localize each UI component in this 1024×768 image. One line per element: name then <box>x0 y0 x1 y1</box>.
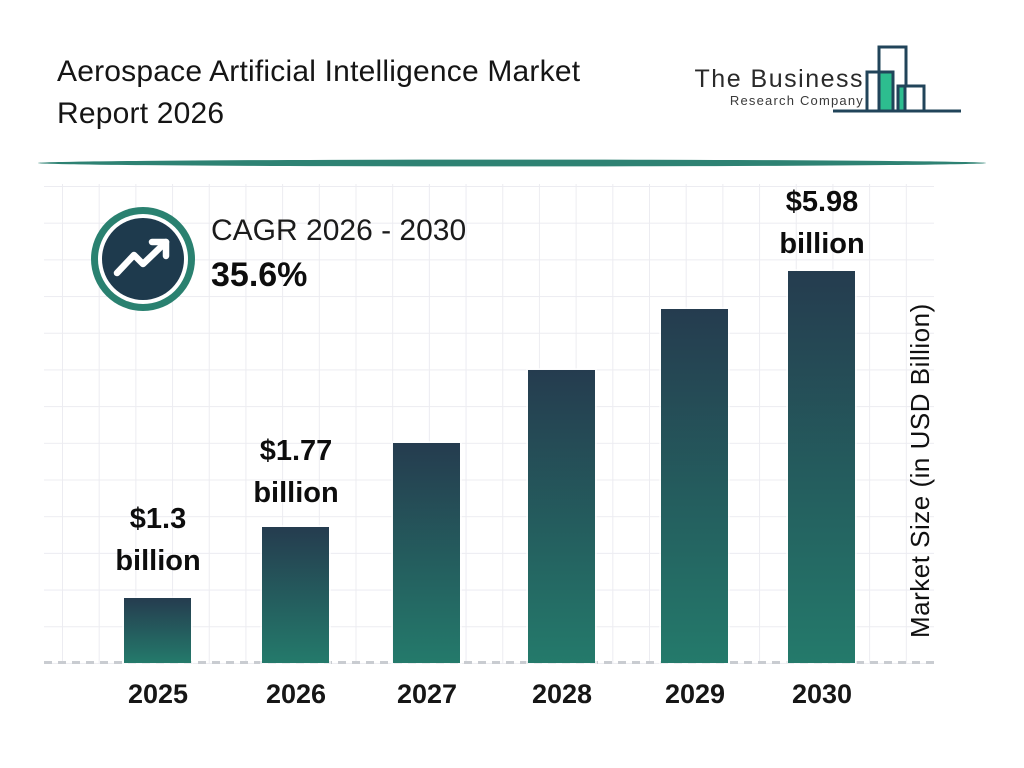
bar-2027 <box>393 443 460 663</box>
cagr-value: 35.6% <box>211 256 308 294</box>
title-line-1: Aerospace Artificial Intelligence Market <box>57 55 581 88</box>
x-tick-2027: 2027 <box>396 679 458 709</box>
y-axis-label: Market Size (in USD Billion) <box>905 303 935 638</box>
x-tick-2030: 2030 <box>791 679 853 709</box>
value-label-amount: $1.77 <box>259 435 333 467</box>
x-tick-2026: 2026 <box>265 679 327 709</box>
cagr-period-label: CAGR 2026 - 2030 <box>211 214 467 247</box>
bar-chart-logo-icon <box>833 45 961 113</box>
divider-line <box>38 159 986 167</box>
x-tick-2029: 2029 <box>664 679 726 709</box>
title-line-2: Report 2026 <box>57 97 225 130</box>
value-label-amount: $1.3 <box>129 503 187 535</box>
company-logo-text: The Business Research Company <box>694 65 864 109</box>
value-label-2025: $1.3 billion <box>73 498 243 582</box>
bar-2025 <box>124 598 191 663</box>
value-label-amount: $5.98 <box>785 186 859 218</box>
page-title: Aerospace Artificial Intelligence Market… <box>57 51 580 135</box>
x-axis-baseline <box>44 661 934 664</box>
logo-subname: Research Company <box>729 93 864 108</box>
value-label-unit: billion <box>253 477 339 509</box>
bar-2030 <box>788 271 855 663</box>
bar-2029 <box>661 309 728 663</box>
trending-up-icon <box>91 207 195 311</box>
value-label-unit: billion <box>115 545 201 577</box>
logo-name: The Business <box>694 65 864 93</box>
bar-2028 <box>528 370 595 663</box>
value-label-2030: $5.98 billion <box>737 181 907 265</box>
x-tick-2028: 2028 <box>531 679 593 709</box>
value-label-2026: $1.77 billion <box>211 430 381 514</box>
value-label-unit: billion <box>779 228 865 260</box>
x-tick-2025: 2025 <box>127 679 189 709</box>
bar-2026 <box>262 527 329 663</box>
